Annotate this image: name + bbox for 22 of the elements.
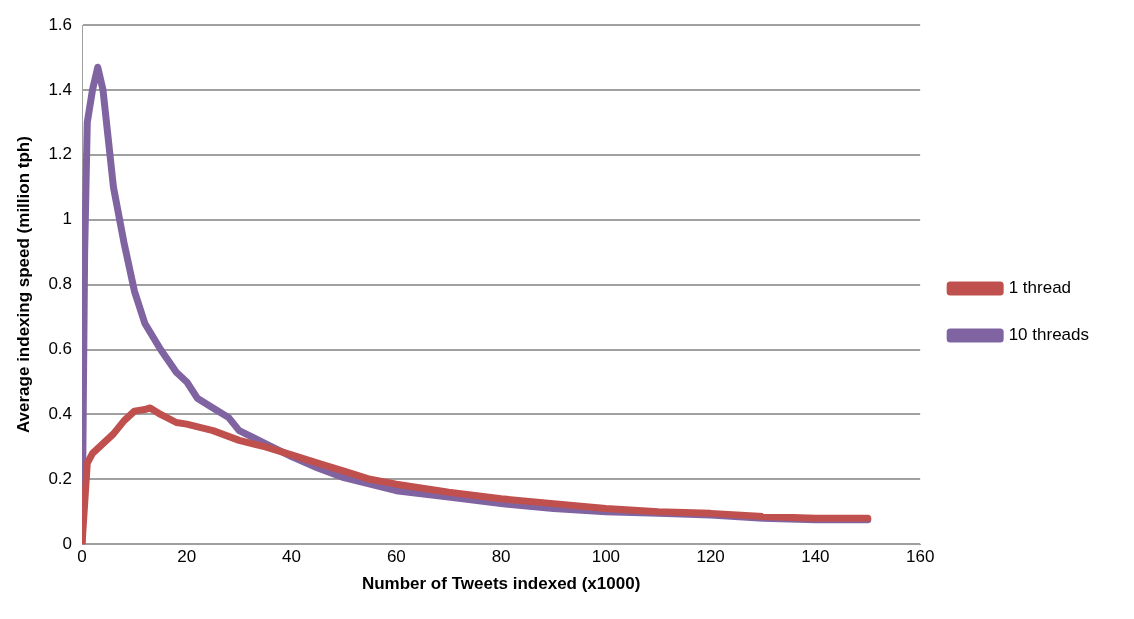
x-tick-label: 20 — [177, 547, 197, 567]
x-tick-label: 40 — [282, 547, 302, 567]
y-tick-label: 1 — [62, 209, 73, 229]
y-tick-label: 0.2 — [48, 468, 73, 488]
x-tick-label: 120 — [696, 547, 725, 567]
y-tick-label: 0.4 — [48, 404, 73, 424]
y-tick-label: 1.2 — [48, 144, 73, 164]
legend-label: 1 thread — [1008, 278, 1072, 298]
x-tick-label: 0 — [77, 547, 87, 567]
x-tick-label: 140 — [801, 547, 830, 567]
x-tick-label: 160 — [905, 547, 935, 567]
y-tick-label: 1.6 — [48, 14, 73, 34]
x-axis-title: Number of Tweets indexed (x1000) — [361, 574, 641, 594]
y-tick-label: 1.4 — [48, 79, 73, 99]
y-axis-title: Average indexing speed (million tph) — [13, 136, 33, 434]
y-tick-label: 0.6 — [48, 339, 73, 359]
legend-label: 10 threads — [1008, 325, 1090, 345]
y-tick-label: 0.8 — [48, 274, 73, 294]
x-tick-label: 80 — [491, 547, 511, 567]
y-tick-label: 0 — [62, 533, 73, 553]
x-tick-label: 60 — [386, 547, 406, 567]
x-tick-label: 100 — [591, 547, 621, 567]
